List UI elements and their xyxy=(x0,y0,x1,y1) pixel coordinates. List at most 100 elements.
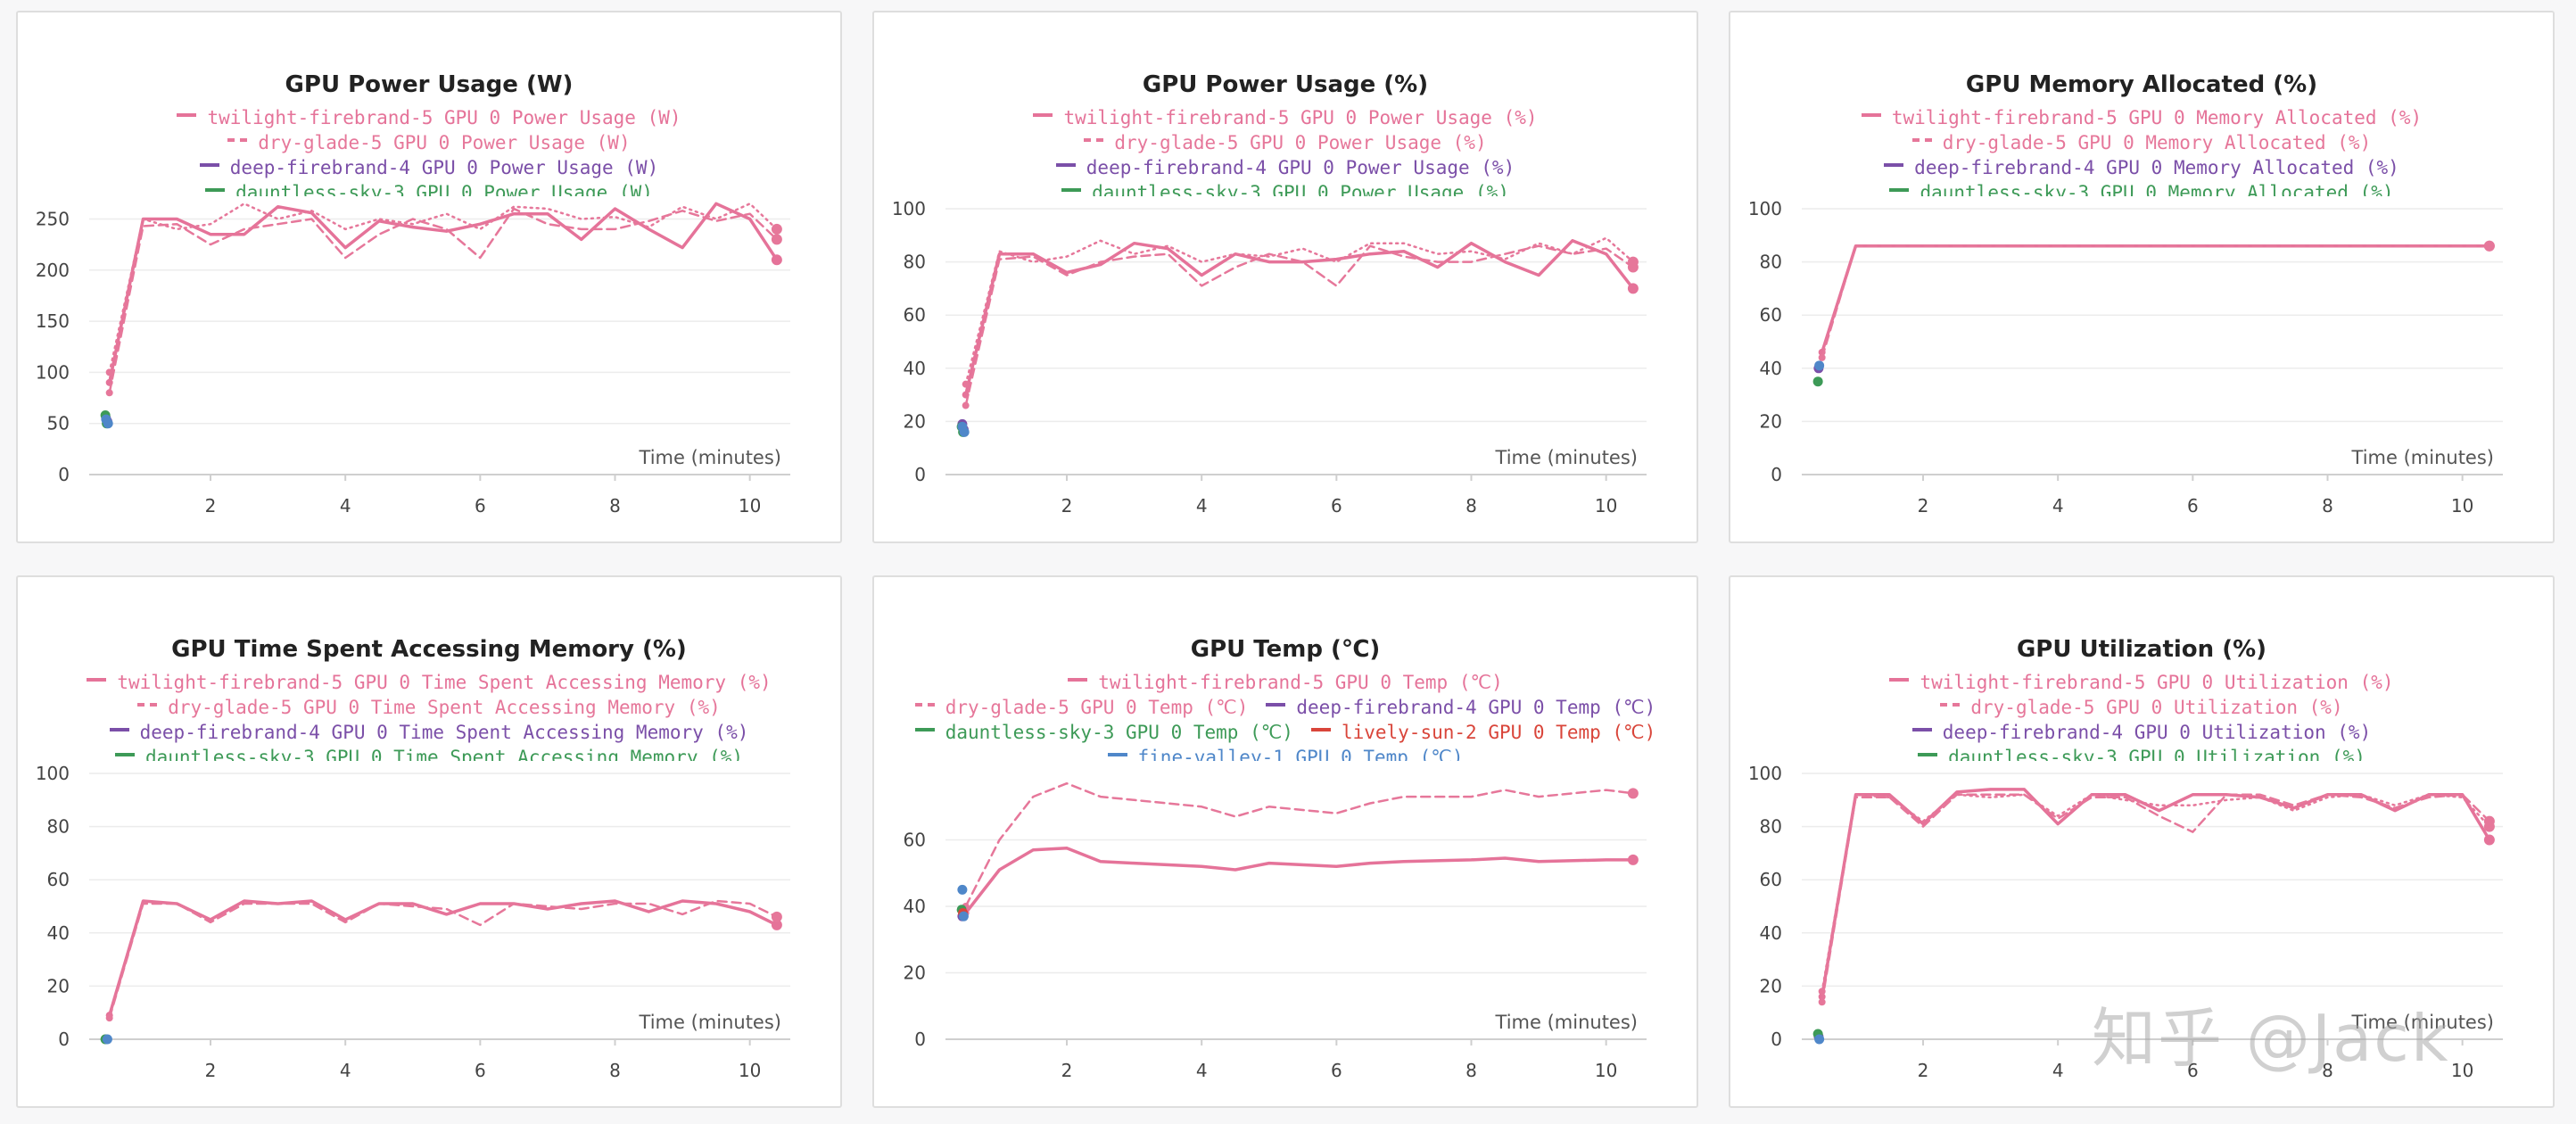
chart-panel-memory-access-time[interactable]: GPU Time Spent Accessing Memory (%) twili… xyxy=(16,575,842,1108)
plot-area[interactable]: 0 20 40 60 2 4 6 8 10 Time (minutes) xyxy=(874,577,1698,1108)
chart-legend: twilight-firebrand-5 GPU 0 Temp (℃) dry-g… xyxy=(874,670,1697,761)
legend-entry[interactable]: dry-glade-5 GPU 0 Utilization (%) xyxy=(1940,695,2343,720)
series-startpoint[interactable] xyxy=(962,401,970,409)
series-endpoint[interactable] xyxy=(1627,854,1639,865)
series-endpoint[interactable] xyxy=(2483,834,2495,846)
data-point[interactable] xyxy=(102,1034,112,1045)
legend-entry[interactable]: deep-firebrand-4 GPU 0 Power Usage (%) xyxy=(1055,155,1515,180)
chart-panel-gpu-temp[interactable]: GPU Temp (℃) twilight-firebrand-5 GPU 0 T… xyxy=(872,575,1698,1108)
legend-entry[interactable]: deep-firebrand-4 GPU 0 Temp (℃) xyxy=(1266,695,1655,720)
data-point[interactable] xyxy=(1814,1034,1825,1045)
series-startpoint[interactable] xyxy=(1818,988,1826,996)
legend-entry[interactable]: fine-valley-1 GPU 0 Temp (℃) xyxy=(1107,745,1463,761)
series-line[interactable] xyxy=(963,239,1635,397)
legend-entry[interactable]: dauntless-sky-3 GPU 0 Temp (℃) xyxy=(914,720,1293,745)
series-line[interactable] xyxy=(108,207,779,394)
series-startpoint[interactable] xyxy=(105,1014,113,1022)
chart-panel-power-percent[interactable]: GPU Power Usage (%) twilight-firebrand-5 … xyxy=(872,11,1698,543)
y-tick-label: 20 xyxy=(904,963,926,984)
x-tick-label: 8 xyxy=(1466,1060,1477,1081)
legend-entry[interactable]: twilight-firebrand-5 GPU 0 Temp (℃) xyxy=(1068,670,1503,695)
chart-legend: twilight-firebrand-5 GPU 0 Time Spent Ac… xyxy=(18,670,840,761)
data-point[interactable] xyxy=(959,426,970,437)
series-line[interactable] xyxy=(1821,244,2491,360)
legend-entry[interactable]: twilight-firebrand-5 GPU 0 Memory Alloca… xyxy=(1861,105,2422,130)
series-startpoint[interactable] xyxy=(1818,998,1826,1006)
legend-row: twilight-firebrand-5 GPU 0 Utilization (… xyxy=(1730,670,2553,695)
y-tick-label: 0 xyxy=(1771,1029,1782,1050)
data-point[interactable] xyxy=(957,884,968,895)
legend-entry[interactable]: dauntless-sky-3 GPU 0 Time Spent Accessi… xyxy=(114,745,743,761)
x-tick-label: 4 xyxy=(340,1060,351,1081)
series-startpoint[interactable] xyxy=(1818,353,1826,361)
legend-swatch xyxy=(109,728,129,731)
legend-entry[interactable]: lively-sun-2 GPU 0 Temp (℃) xyxy=(1310,720,1655,745)
legend-entry[interactable]: deep-firebrand-4 GPU 0 Memory Allocated … xyxy=(1884,155,2399,180)
plot-area[interactable]: 0 50 100 150 200 250 2 4 6 8 10 Time (minutes) xyxy=(18,12,842,543)
series-line[interactable] xyxy=(963,847,1635,915)
legend-entry[interactable]: dry-glade-5 GPU 0 Power Usage (%) xyxy=(1084,130,1487,155)
data-point[interactable] xyxy=(103,418,113,429)
series-line[interactable] xyxy=(107,899,779,1017)
series-endpoint[interactable] xyxy=(2483,821,2495,832)
series-endpoint[interactable] xyxy=(1627,283,1639,294)
plot-area[interactable]: 0 20 40 60 80 100 2 4 6 8 10 Time (minutes) xyxy=(1730,577,2555,1108)
legend-entry[interactable]: dry-glade-5 GPU 0 Power Usage (W) xyxy=(227,130,631,155)
series-startpoint[interactable] xyxy=(962,380,970,388)
series-endpoint[interactable] xyxy=(1627,256,1639,268)
series-endpoint[interactable] xyxy=(771,919,782,930)
legend-entry[interactable]: deep-firebrand-4 GPU 0 Time Spent Access… xyxy=(109,720,748,745)
legend-swatch xyxy=(137,703,158,707)
plot-area[interactable]: 0 20 40 60 80 100 2 4 6 8 10 Time (minutes) xyxy=(1730,12,2555,543)
chart-legend: twilight-firebrand-5 GPU 0 Power Usage (… xyxy=(874,105,1697,196)
legend-entry[interactable]: dauntless-sky-3 GPU 0 Utilization (%) xyxy=(1918,745,2365,761)
legend-swatch xyxy=(205,188,226,192)
legend-entry[interactable]: twilight-firebrand-5 GPU 0 Power Usage (… xyxy=(1033,105,1538,130)
series-startpoint[interactable] xyxy=(105,389,113,397)
series-endpoint[interactable] xyxy=(1627,788,1639,799)
legend-swatch xyxy=(1918,753,1938,756)
legend-entry[interactable]: deep-firebrand-4 GPU 0 Utilization (%) xyxy=(1911,720,2371,745)
plot-area[interactable]: 0 20 40 60 80 100 2 4 6 8 10 Time (minutes) xyxy=(18,577,842,1108)
series-startpoint[interactable] xyxy=(105,368,113,376)
chart-panel-power-watts[interactable]: GPU Power Usage (W) twilight-firebrand-5 … xyxy=(16,11,842,543)
legend-row: deep-firebrand-4 GPU 0 Utilization (%) xyxy=(1730,720,2553,745)
legend-entry[interactable]: dauntless-sky-3 GPU 0 Memory Allocated (… xyxy=(1889,180,2394,196)
series-line[interactable] xyxy=(107,202,779,384)
legend-entry[interactable]: dauntless-sky-3 GPU 0 Power Usage (%) xyxy=(1061,180,1509,196)
y-tick-label: 40 xyxy=(904,896,926,917)
legend-row: twilight-firebrand-5 GPU 0 Temp (℃) xyxy=(874,670,1697,695)
legend-entry[interactable]: dry-glade-5 GPU 0 Temp (℃) xyxy=(914,695,1248,720)
legend-entry[interactable]: twilight-firebrand-5 GPU 0 Utilization (… xyxy=(1889,670,2394,695)
legend-label: deep-firebrand-4 GPU 0 Power Usage (W) xyxy=(229,157,659,178)
chart-panel-memory-allocated[interactable]: GPU Memory Allocated (%) twilight-firebra… xyxy=(1729,11,2555,543)
series-line[interactable] xyxy=(964,781,1635,908)
series-line[interactable] xyxy=(964,236,1635,385)
series-endpoint[interactable] xyxy=(2483,240,2495,252)
data-point[interactable] xyxy=(1814,360,1825,371)
data-point[interactable] xyxy=(1812,376,1823,387)
series-endpoint[interactable] xyxy=(771,254,782,266)
chart-panel-gpu-utilization[interactable]: GPU Utilization (%) twilight-firebrand-5 … xyxy=(1729,575,2555,1108)
legend-entry[interactable]: dry-glade-5 GPU 0 Time Spent Accessing M… xyxy=(137,695,721,720)
plot-area[interactable]: 0 20 40 60 80 100 2 4 6 8 10 Time (minutes) xyxy=(874,12,1698,543)
legend-entry[interactable]: dry-glade-5 GPU 0 Memory Allocated (%) xyxy=(1911,130,2371,155)
series-line[interactable] xyxy=(1821,793,2491,993)
series-endpoint[interactable] xyxy=(771,223,782,235)
legend-entry[interactable]: twilight-firebrand-5 GPU 0 Time Spent Ac… xyxy=(87,670,772,695)
x-tick-label: 8 xyxy=(1466,495,1477,517)
series-line[interactable] xyxy=(1820,788,2491,999)
series-endpoint[interactable] xyxy=(771,911,782,922)
legend-entry[interactable]: deep-firebrand-4 GPU 0 Power Usage (W) xyxy=(199,155,659,180)
data-point[interactable] xyxy=(958,911,969,922)
legend-entry[interactable]: twilight-firebrand-5 GPU 0 Power Usage (… xyxy=(177,105,681,130)
series-endpoint[interactable] xyxy=(771,234,782,245)
series-line[interactable] xyxy=(1821,793,2491,1004)
y-tick-label: 100 xyxy=(1748,198,1782,219)
series-line[interactable] xyxy=(108,899,779,1020)
x-tick-label: 4 xyxy=(340,495,351,517)
legend-entry[interactable]: dauntless-sky-3 GPU 0 Power Usage (W) xyxy=(205,180,653,196)
series-line[interactable] xyxy=(964,244,1635,407)
y-tick-label: 20 xyxy=(1760,975,1782,996)
series-line[interactable] xyxy=(108,202,779,374)
